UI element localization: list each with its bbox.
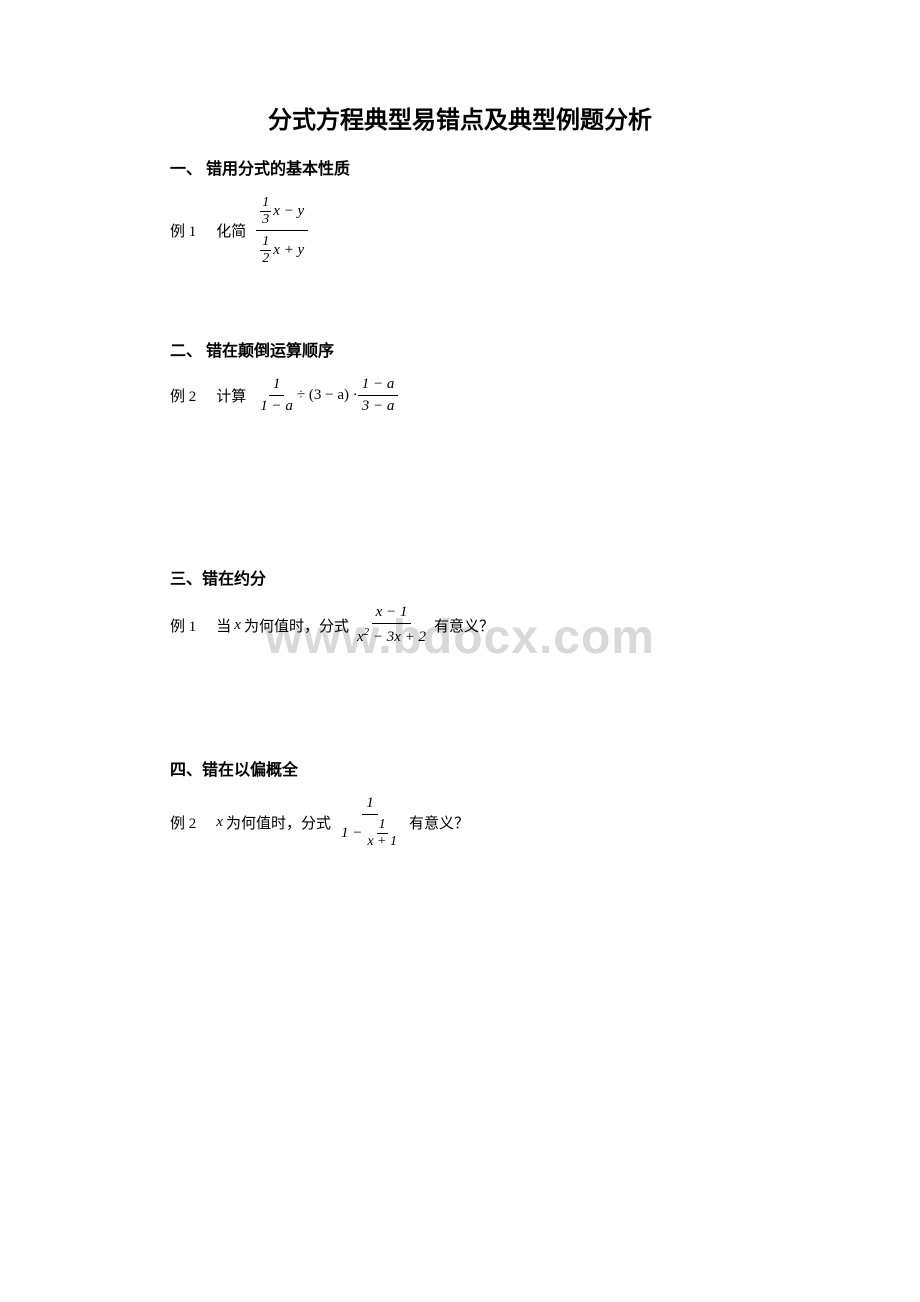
example-text: 为何值时，分式 [244,615,349,636]
section-3-heading: 三、错在约分 [170,565,750,589]
frac-den: 3 − a [358,396,399,415]
example-label: 例 1 [170,220,196,241]
frac-den: 3 [260,212,271,228]
frac-den: x2 − 3x + 2 [353,624,430,646]
frac-den: 2 [260,251,271,267]
frac-num: 1 [377,817,388,834]
example-3-1: 例 1 当 x 为何值时，分式 x − 1 x2 − 3x + 2 有意义？ [170,604,750,646]
formula-4: 1 1 − 1 x + 1 [337,795,403,850]
frac-num: 1 [269,376,285,396]
example-label: 例 1 [170,615,196,636]
formula-text: x − y [273,203,304,220]
document-content: 分式方程典型易错点及典型例题分析 一、 错用分式的基本性质 例 1 化简 1 3… [170,100,750,850]
formula-3: x − 1 x2 − 3x + 2 [353,604,430,646]
example-4-1: 例 2 x 为何值时，分式 1 1 − 1 x + 1 有意义？ [170,795,750,850]
example-label: 例 2 [170,385,196,406]
formula-2: 1 1 − a ÷ (3 − a) · 1 − a 3 − a [256,376,398,415]
frac-num: 1 [260,195,271,212]
frac-den: 1 − 1 x + 1 [337,815,403,850]
example-2-1: 例 2 计算 1 1 − a ÷ (3 − a) · 1 − a 3 − a [170,376,750,415]
formula-1: 1 3 x − y 1 2 x + y [256,194,308,267]
example-text: 有意义？ [434,615,494,636]
example-text: 为何值时，分式 [226,812,331,833]
section-2-heading: 二、 错在颠倒运算顺序 [170,337,750,361]
section-1-heading: 一、 错用分式的基本性质 [170,155,750,179]
section-4-heading: 四、错在以偏概全 [170,756,750,780]
frac-num: x − 1 [372,604,412,624]
formula-text: x + y [273,242,304,259]
formula-text: − 3x + 2 [369,629,426,645]
formula-text: ÷ (3 − a) · [297,387,358,404]
variable-x: x [216,814,223,831]
example-text: 有意义？ [409,812,469,833]
formula-text: x [357,629,364,645]
frac-den: 1 − a [256,396,297,415]
example-1-1: 例 1 化简 1 3 x − y 1 [170,194,750,267]
frac-num: 1 [260,234,271,251]
formula-text: 1 − [341,825,362,842]
frac-den: x + 1 [365,834,399,850]
example-text: 化简 [216,220,246,241]
example-text: 计算 [216,385,246,406]
variable-x: x [234,617,241,634]
page-title: 分式方程典型易错点及典型例题分析 [170,100,750,135]
frac-num: 1 [362,795,378,815]
frac-num: 1 − a [358,376,399,396]
example-label: 例 2 [170,812,196,833]
example-text: 当 [216,615,231,636]
